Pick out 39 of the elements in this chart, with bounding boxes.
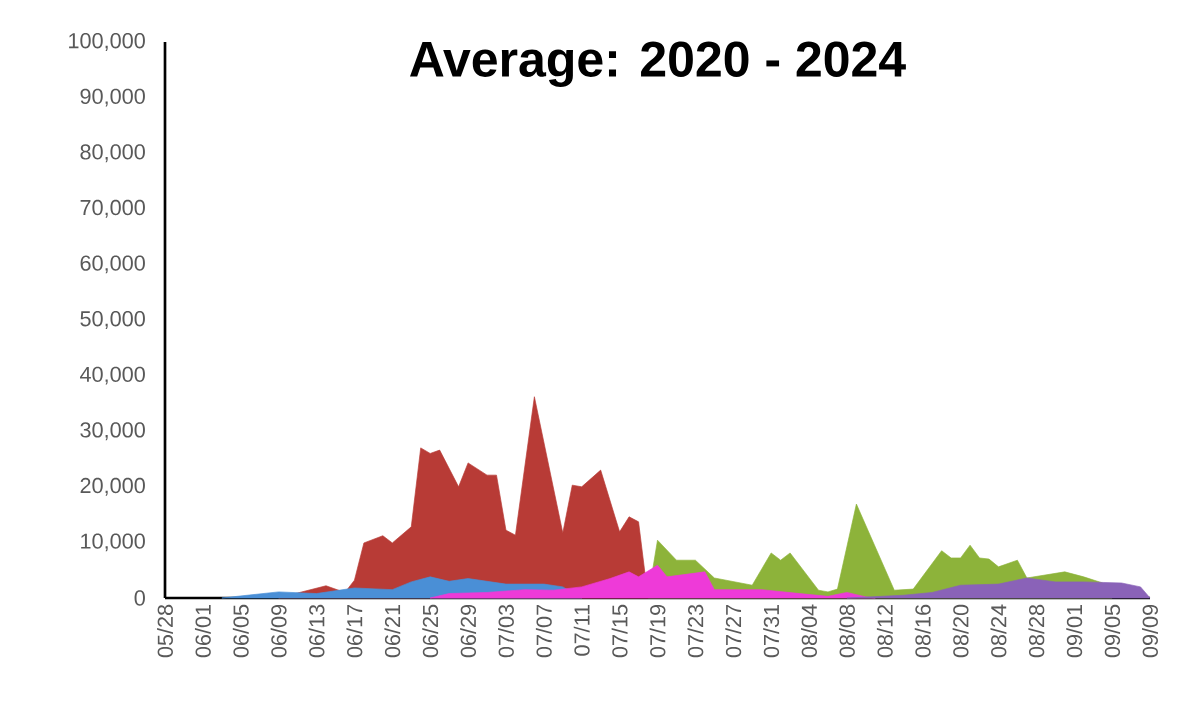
x-tick-label: 08/08 — [838, 604, 855, 658]
y-tick-label: 100,000 — [69, 33, 145, 51]
x-tick-label: 07/11 — [573, 604, 590, 656]
y-tick-label: 70,000 — [80, 199, 145, 218]
x-tick-label: 07/27 — [725, 604, 742, 658]
x-tick-label: 06/01 — [194, 604, 211, 658]
y-tick-label: 0 — [134, 590, 145, 606]
x-tick-label: 08/20 — [952, 604, 969, 658]
x-tick-label: 07/31 — [763, 604, 780, 658]
x-tick-label: 06/29 — [460, 604, 477, 658]
y-tick-label: 40,000 — [80, 366, 145, 385]
x-tick-label: 07/03 — [498, 604, 514, 658]
x-tick-label: 05/28 — [157, 604, 173, 658]
y-tick-label: 30,000 — [80, 422, 145, 441]
x-tick-label: 09/09 — [1142, 604, 1158, 658]
x-tick-label: 06/17 — [346, 604, 363, 658]
x-tick-label: 07/19 — [649, 604, 666, 658]
x-tick-label: 09/05 — [1104, 604, 1121, 658]
y-tick-label: 20,000 — [80, 477, 145, 496]
x-tick-label: 08/28 — [1028, 604, 1045, 658]
y-tick-label: 80,000 — [80, 144, 145, 163]
x-tick-label: 06/05 — [232, 604, 249, 658]
x-tick-label: 09/01 — [1066, 604, 1083, 658]
y-tick-label: 60,000 — [80, 255, 145, 274]
x-tick-label: 08/04 — [801, 604, 817, 658]
x-tick-label: 08/16 — [914, 604, 931, 658]
x-tick-label: 06/25 — [422, 604, 439, 658]
x-tick-label: 06/13 — [308, 604, 325, 658]
x-tick-label: 08/12 — [876, 604, 893, 658]
y-tick-label: 10,000 — [81, 533, 145, 552]
y-tick-label: 90,000 — [80, 88, 145, 107]
chart-title: Average: 2020 - 2024 — [409, 41, 906, 87]
x-tick-label: 07/15 — [611, 604, 628, 658]
x-tick-label: 07/23 — [687, 604, 704, 658]
x-tick-label: 06/09 — [270, 604, 287, 658]
x-tick-label: 07/07 — [535, 604, 552, 658]
x-tick-label: 06/21 — [384, 604, 401, 658]
x-tick-label: 08/24 — [990, 604, 1007, 658]
y-tick-label: 50,000 — [80, 311, 145, 329]
